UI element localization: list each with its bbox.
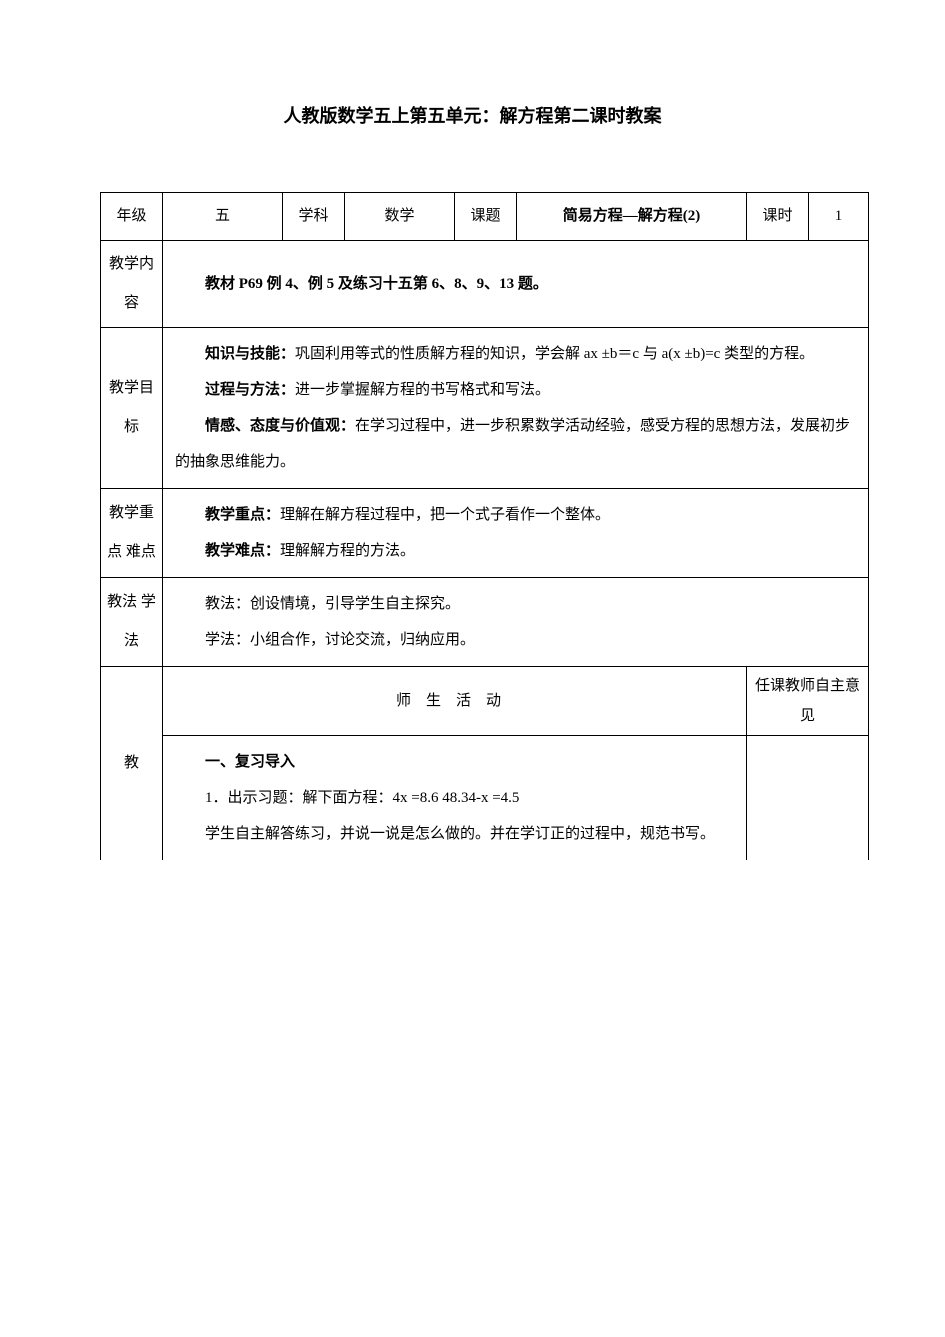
lesson-plan-table: 年级 五 学科 数学 课题 简易方程—解方程(2) 课时 1 教学内容 教材 P… [100, 192, 869, 860]
process-label: 过程与方法： [205, 382, 295, 398]
period-value: 1 [809, 193, 869, 241]
subject-value: 数学 [345, 193, 455, 241]
difficulty-point: 教学难点：理解解方程的方法。 [175, 533, 856, 569]
activity-body-row: 一、复习导入 1．出示习题：解下面方程：4x =8.6 48.34-x =4.5… [101, 736, 869, 861]
key-point: 教学重点：理解在解方程过程中，把一个式子看作一个整体。 [175, 497, 856, 533]
diff-label: 教学难点： [205, 543, 280, 559]
teaching-goals-cell: 知识与技能：巩固利用等式的性质解方程的知识，学会解 ax ±b＝c 与 a(x … [163, 328, 869, 489]
notes-header: 任课教师自主意见 [747, 667, 869, 736]
methods-row: 教法 学法 教法：创设情境，引导学生自主探究。 学法：小组合作，讨论交流，归纳应… [101, 578, 869, 667]
key-label: 教学重点： [205, 507, 280, 523]
process-side-label: 教 [101, 667, 163, 861]
teaching-goals-label: 教学目标 [101, 328, 163, 489]
learn-method: 学法：小组合作，讨论交流，归纳应用。 [175, 622, 856, 658]
topic-label: 课题 [455, 193, 517, 241]
diff-text: 理解解方程的方法。 [280, 543, 415, 559]
grade-value: 五 [163, 193, 283, 241]
goals-emotion: 情感、态度与价值观：在学习过程中，进一步积累数学活动经验，感受方程的思想方法，发… [175, 408, 856, 480]
teaching-content-label: 教学内容 [101, 241, 163, 328]
key-difficulty-label: 教学重点 难点 [101, 489, 163, 578]
activity-header: 师生活动 [163, 667, 747, 736]
page-title: 人教版数学五上第五单元：解方程第二课时教案 [100, 100, 845, 132]
process-text: 进一步掌握解方程的书写格式和写法。 [295, 382, 550, 398]
topic-value: 简易方程—解方程(2) [517, 193, 747, 241]
methods-cell: 教法：创设情境，引导学生自主探究。 学法：小组合作，讨论交流，归纳应用。 [163, 578, 869, 667]
goals-knowledge: 知识与技能：巩固利用等式的性质解方程的知识，学会解 ax ±b＝c 与 a(x … [175, 336, 856, 372]
emotion-label: 情感、态度与价值观： [205, 418, 355, 434]
knowledge-label: 知识与技能： [205, 346, 295, 362]
goals-process: 过程与方法：进一步掌握解方程的书写格式和写法。 [175, 372, 856, 408]
period-label: 课时 [747, 193, 809, 241]
section1-title: 一、复习导入 [175, 744, 734, 780]
methods-label: 教法 学法 [101, 578, 163, 667]
key-difficulty-row: 教学重点 难点 教学重点：理解在解方程过程中，把一个式子看作一个整体。 教学难点… [101, 489, 869, 578]
activity-line2: 学生自主解答练习，并说一说是怎么做的。并在学订正的过程中，规范书写。 [175, 816, 734, 852]
notes-body [747, 736, 869, 861]
activity-line1: 1．出示习题：解下面方程：4x =8.6 48.34-x =4.5 [175, 780, 734, 816]
teaching-content-value: 教材 P69 例 4、例 5 及练习十五第 6、8、9、13 题。 [175, 266, 856, 302]
teaching-content-row: 教学内容 教材 P69 例 4、例 5 及练习十五第 6、8、9、13 题。 [101, 241, 869, 328]
teaching-goals-row: 教学目标 知识与技能：巩固利用等式的性质解方程的知识，学会解 ax ±b＝c 与… [101, 328, 869, 489]
key-difficulty-cell: 教学重点：理解在解方程过程中，把一个式子看作一个整体。 教学难点：理解解方程的方… [163, 489, 869, 578]
teaching-content-cell: 教材 P69 例 4、例 5 及练习十五第 6、8、9、13 题。 [163, 241, 869, 328]
teach-method: 教法：创设情境，引导学生自主探究。 [175, 586, 856, 622]
subject-label: 学科 [283, 193, 345, 241]
grade-label: 年级 [101, 193, 163, 241]
activity-body: 一、复习导入 1．出示习题：解下面方程：4x =8.6 48.34-x =4.5… [163, 736, 747, 861]
activity-header-row: 教 师生活动 任课教师自主意见 [101, 667, 869, 736]
knowledge-text: 巩固利用等式的性质解方程的知识，学会解 ax ±b＝c 与 a(x ±b)=c … [295, 346, 814, 362]
key-text: 理解在解方程过程中，把一个式子看作一个整体。 [280, 507, 610, 523]
header-row: 年级 五 学科 数学 课题 简易方程—解方程(2) 课时 1 [101, 193, 869, 241]
